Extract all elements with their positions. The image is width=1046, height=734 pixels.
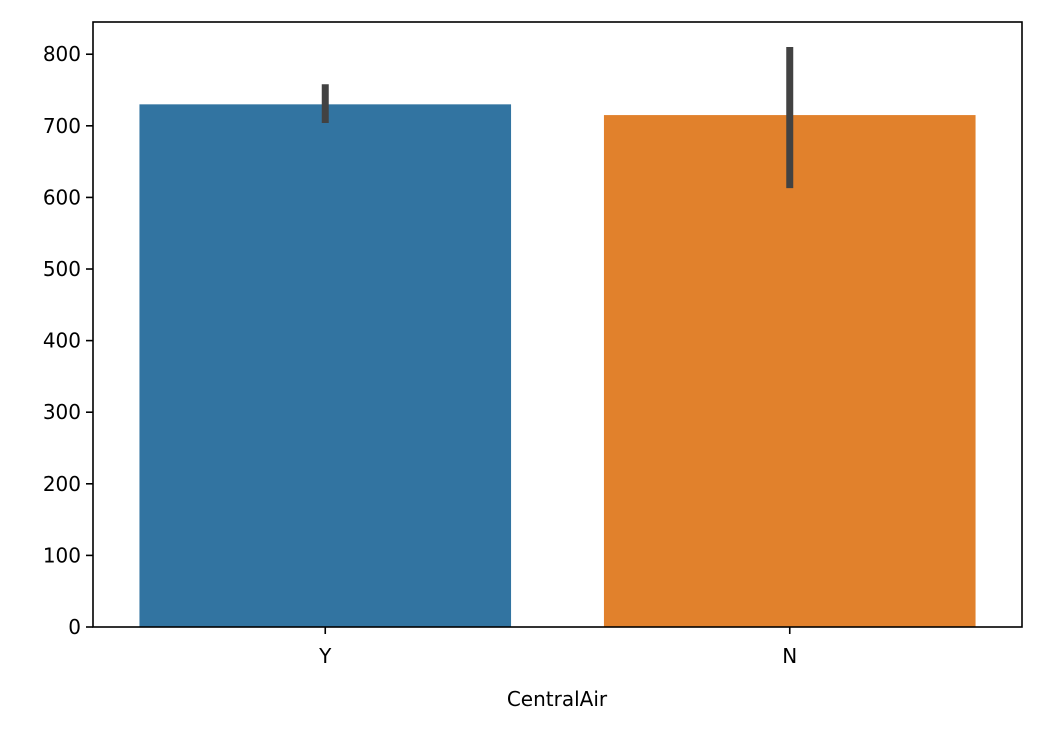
y-tick-label: 0 — [68, 615, 81, 639]
y-tick-label: 500 — [43, 257, 81, 281]
bar-y — [139, 104, 512, 627]
y-tick-label: 800 — [43, 42, 81, 66]
x-tick-label-n: N — [782, 644, 797, 668]
bars — [139, 104, 976, 628]
y-tick-label: 100 — [43, 543, 81, 567]
y-tick-label: 200 — [43, 472, 81, 496]
error-bars — [321, 47, 794, 189]
y-tick-label: 400 — [43, 329, 81, 353]
x-tick-label-y: Y — [318, 644, 332, 668]
y-axis: 0 100 200 300 400 500 600 700 800 — [43, 42, 93, 639]
y-tick-label: 300 — [43, 400, 81, 424]
x-axis-label: CentralAir — [507, 687, 608, 711]
y-tick-label: 600 — [43, 185, 81, 209]
bar-n — [603, 115, 976, 628]
plot-frame — [92, 21, 1023, 628]
y-tick-label: 700 — [43, 114, 81, 138]
